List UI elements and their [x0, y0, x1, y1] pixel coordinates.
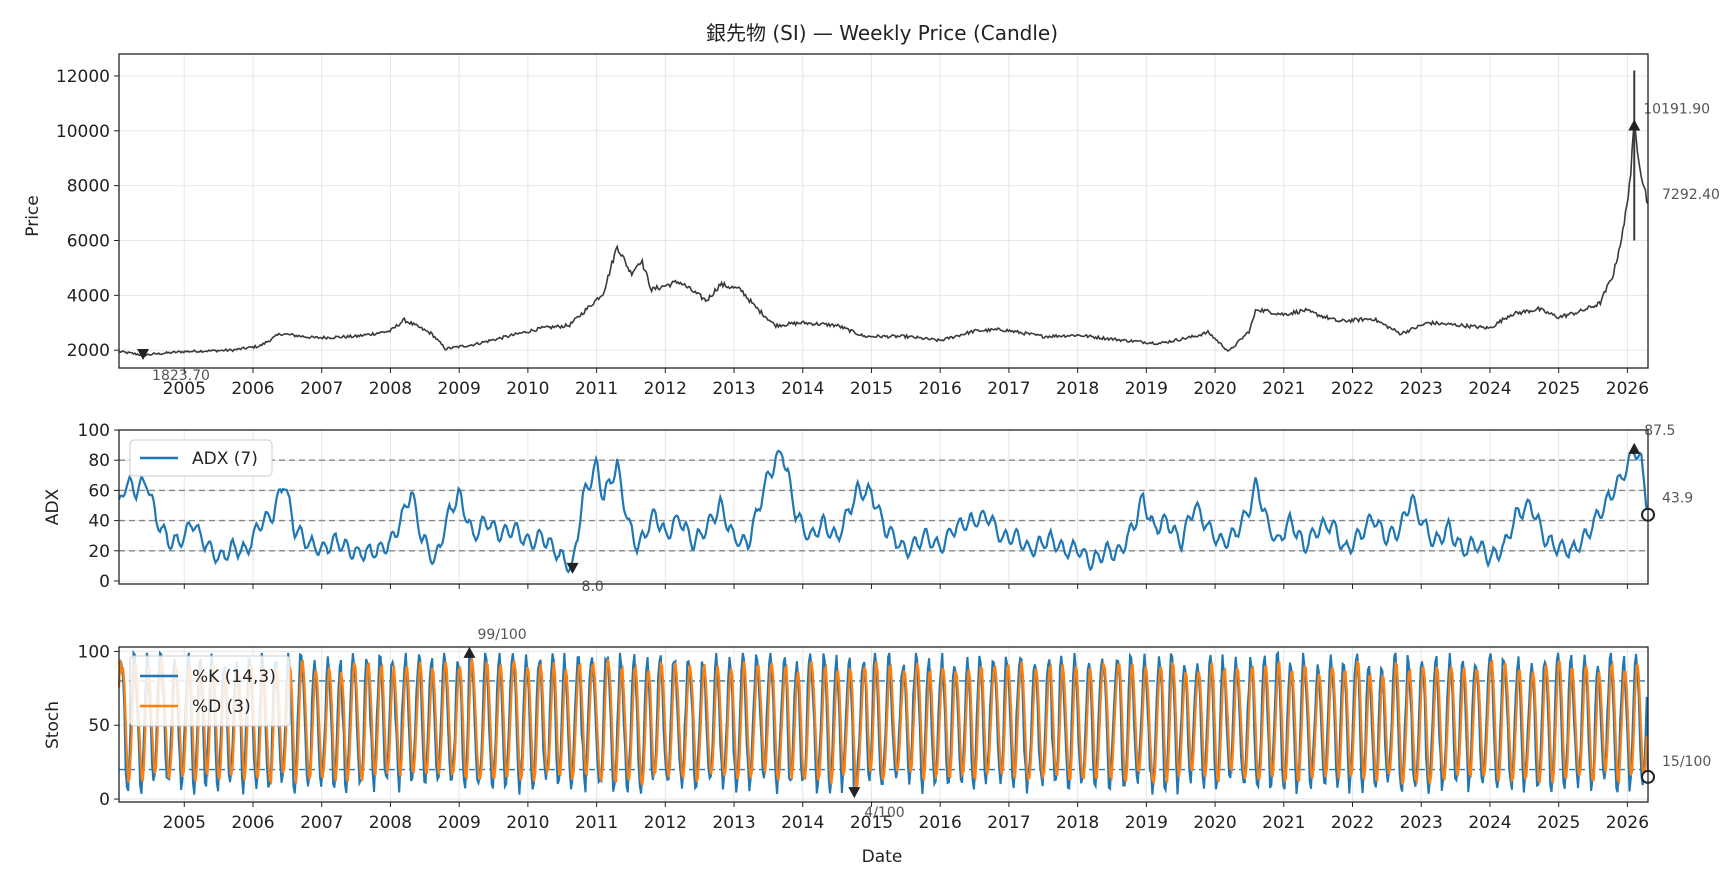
legend-adx-label: ADX (7) [192, 449, 258, 469]
x-tick-label: 2014 [781, 379, 824, 399]
y-tick-label: 2000 [67, 341, 110, 361]
x-tick-label: 2017 [987, 379, 1030, 399]
high-marker [1628, 442, 1641, 454]
x-tick-label: 2011 [575, 379, 618, 399]
adx-series [117, 448, 1650, 574]
y-tick-label: 0 [99, 790, 110, 810]
y-tick-label: 100 [78, 642, 110, 662]
annotation-adx-low: 8.0 [582, 579, 604, 595]
adx-panel: 0 20 40 60 80 100 8.0 87.5 43.9 [78, 421, 1694, 595]
x-tick-label: 2022 [1331, 379, 1374, 399]
y-tick-label: 8000 [67, 177, 110, 197]
x-tick-label: 2009 [438, 813, 481, 833]
low-marker [848, 787, 861, 799]
stoch-frame [118, 646, 1649, 803]
x-tick-label: 2022 [1331, 813, 1374, 833]
x-tick-label: 2021 [1262, 813, 1305, 833]
y-tick-label: 20 [88, 542, 110, 562]
x-tick-label: 2006 [231, 379, 274, 399]
annotation-low: 1823.70 [152, 368, 210, 384]
price-frame [118, 53, 1649, 369]
x-tick-label: 2009 [438, 379, 481, 399]
x-tick-label: 2013 [712, 379, 755, 399]
x-tick-label: 2023 [1400, 813, 1443, 833]
x-tick-label: 2012 [644, 379, 687, 399]
y-tick-label: 0 [99, 572, 110, 592]
y-tick-label: 100 [78, 421, 110, 441]
stoch-panel: 0 50 100 2005 2006 2007 2008 2009 2010 2011 2012 20… [78, 627, 1712, 833]
annotation-high: 10191.90 [1643, 102, 1710, 118]
x-tick-label: 2023 [1400, 379, 1443, 399]
y-tick-label: 10000 [56, 122, 110, 142]
x-tick-label: 2011 [575, 813, 618, 833]
y-tick-label: 50 [88, 716, 110, 736]
x-tick-label: 2007 [300, 813, 343, 833]
x-tick-label: 2018 [1056, 813, 1099, 833]
y-tick-label: 12000 [56, 67, 110, 87]
annotation-last: 7292.40 [1662, 187, 1720, 203]
x-tick-label: 2010 [506, 379, 549, 399]
stoch-ylabel: Stoch [43, 701, 63, 749]
high-marker [1628, 119, 1641, 131]
legend-d-label: %D (3) [192, 697, 251, 717]
annotation-stoch-low: 4/100 [864, 805, 904, 821]
x-tick-label: 2005 [163, 379, 206, 399]
x-tick-label: 2017 [987, 813, 1030, 833]
x-tick-label: 2025 [1537, 379, 1580, 399]
x-tick-label: 2007 [300, 379, 343, 399]
x-tick-label: 2025 [1537, 813, 1580, 833]
x-tick-label: 2010 [506, 813, 549, 833]
x-tick-label: 2015 [850, 813, 893, 833]
stoch-legend[interactable]: %K (14,3) %D (3) [129, 655, 291, 727]
x-tick-label: 2020 [1193, 379, 1236, 399]
high-marker [463, 646, 476, 658]
x-tick-label: 2024 [1468, 813, 1511, 833]
x-tick-label: 2008 [369, 813, 412, 833]
y-tick-label: 80 [88, 451, 110, 471]
y-tick-label: 4000 [67, 286, 110, 306]
x-tick-label: 2014 [781, 813, 824, 833]
legend-k-label: %K (14,3) [192, 667, 276, 687]
price-series [118, 125, 1649, 357]
x-tick-label: 2024 [1468, 379, 1511, 399]
x-tick-label: 2018 [1056, 379, 1099, 399]
y-tick-label: 40 [88, 512, 110, 532]
annotation-stoch-last: 15/100 [1662, 754, 1711, 770]
price-ylabel: Price [23, 195, 43, 236]
x-tick-label: 2019 [1125, 813, 1168, 833]
adx-legend[interactable]: ADX (7) [129, 439, 273, 477]
annotation-adx-high: 87.5 [1644, 423, 1675, 439]
x-tick-label: 2026 [1606, 813, 1649, 833]
stoch-xlabel: Date [862, 847, 903, 867]
x-tick-label: 2013 [712, 813, 755, 833]
annotation-stoch-high: 99/100 [477, 627, 526, 643]
annotation-adx-last: 43.9 [1662, 491, 1693, 507]
chart-title: 銀先物 (SI) — Weekly Price (Candle) [706, 21, 1058, 45]
x-tick-label: 2015 [850, 379, 893, 399]
x-tick-label: 2019 [1125, 379, 1168, 399]
x-tick-label: 2016 [919, 813, 962, 833]
adx-frame [118, 429, 1649, 585]
x-tick-label: 2016 [919, 379, 962, 399]
x-tick-label: 2006 [231, 813, 274, 833]
x-tick-label: 2020 [1193, 813, 1236, 833]
low-marker [137, 349, 150, 361]
x-tick-label: 2021 [1262, 379, 1305, 399]
low-marker [566, 562, 579, 574]
x-tick-label: 2012 [644, 813, 687, 833]
d-series [117, 658, 1649, 793]
price-panel: 2000 4000 6000 8000 10000 12000 2005 2006 2007 20… [56, 53, 1720, 399]
x-tick-label: 2008 [369, 379, 412, 399]
y-tick-label: 6000 [67, 231, 110, 251]
x-tick-label: 2026 [1606, 379, 1649, 399]
y-tick-label: 60 [88, 481, 110, 501]
adx-ylabel: ADX [43, 488, 63, 525]
x-tick-label: 2005 [163, 813, 206, 833]
